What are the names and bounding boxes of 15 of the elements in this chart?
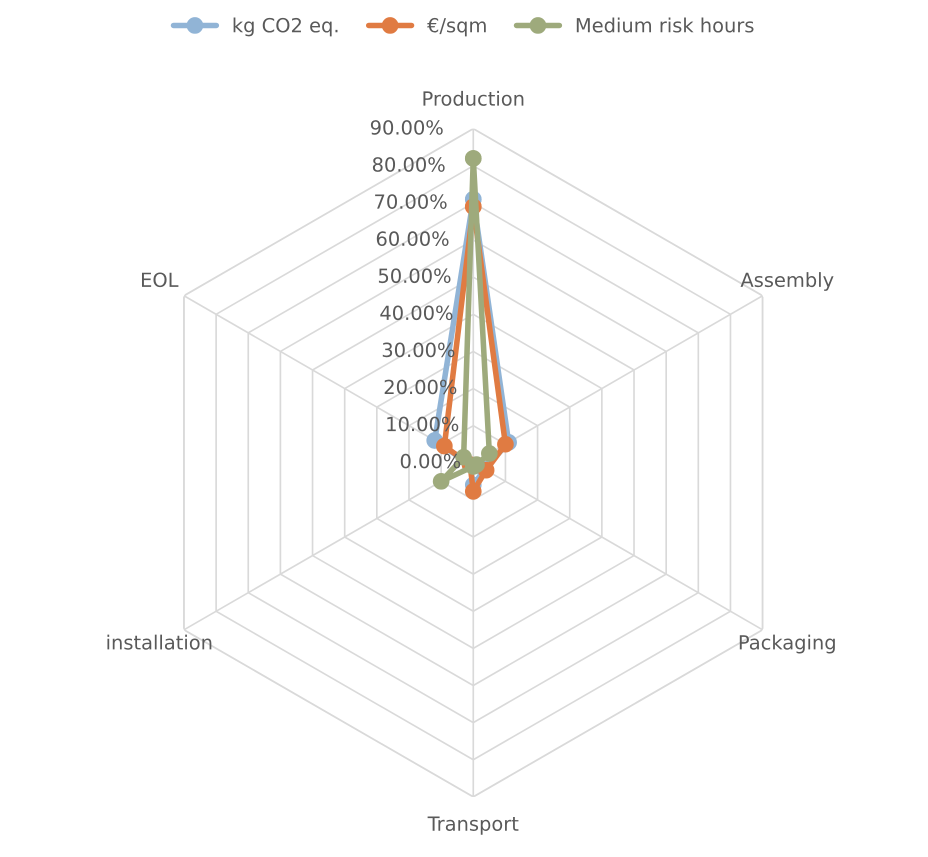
spoke-label: Assembly [740, 272, 834, 291]
legend-label: kg CO2 eq. [234, 18, 338, 36]
y-tick-label: 50.00% [378, 268, 450, 284]
y-tick-label: 60.00% [376, 231, 449, 246]
legend-label: €/sqm [427, 18, 486, 36]
y-tick-label: 40.00% [380, 305, 452, 320]
y-tick-label: 90.00% [370, 120, 443, 135]
y-tick-label: 80.00% [372, 157, 445, 172]
spoke-label: Packaging [740, 634, 835, 654]
spoke-label: Production [423, 90, 524, 106]
spoke-label: installation [107, 634, 212, 650]
spoke-label: Transport [428, 816, 518, 835]
legend-label: Medium risk hours [576, 18, 754, 33]
spoke-label: EOL [142, 272, 178, 288]
y-tick-label: 70.00% [375, 194, 447, 209]
